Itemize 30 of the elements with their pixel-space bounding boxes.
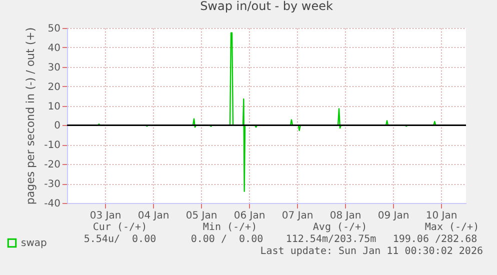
- y-tick-label: -20: [44, 160, 60, 171]
- chart-title: Swap in/out - by week: [200, 0, 333, 13]
- y-tick-label: 40: [48, 42, 60, 54]
- x-tick-label: 10 Jan: [426, 210, 458, 222]
- text: 5.54u/ 0.00: [84, 234, 156, 246]
- text: Min (-/+): [202, 222, 258, 234]
- x-tick-label: 06 Jan: [234, 210, 266, 222]
- y-tick-label: 10: [48, 101, 60, 112]
- x-tick-label: 04 Jan: [138, 210, 170, 222]
- x-tick-label: 05 Jan: [186, 210, 218, 222]
- y-tick-label: -30: [44, 179, 60, 190]
- x-tick-label: 09 Jan: [378, 210, 410, 222]
- y-tick-label: -40: [44, 198, 60, 210]
- x-tick-label: 03 Jan: [90, 210, 122, 222]
- text: Max (-/+): [424, 222, 480, 234]
- y-axis-title: pages per second in (-) / out (+): [24, 27, 38, 205]
- text: 0.00 / 0.00: [190, 234, 264, 246]
- text: 112.54m/203.75m: [286, 234, 376, 246]
- x-tick-label: 07 Jan: [282, 210, 314, 222]
- legend-label: swap: [21, 238, 47, 249]
- y-tick-label: 0: [54, 120, 60, 132]
- x-tick-label: 08 Jan: [330, 210, 362, 222]
- text: 199.06 /282.68: [392, 234, 478, 246]
- text: Cur (-/+): [92, 222, 148, 234]
- y-tick-label: -10: [44, 140, 60, 152]
- y-tick-label: 30: [48, 62, 60, 74]
- text: Last update: Sun Jan 11 00:30:02 2026: [260, 246, 483, 258]
- text: Avg (-/+): [312, 222, 368, 234]
- y-tick-label: 20: [48, 82, 60, 93]
- y-tick-label: 50: [48, 24, 60, 34]
